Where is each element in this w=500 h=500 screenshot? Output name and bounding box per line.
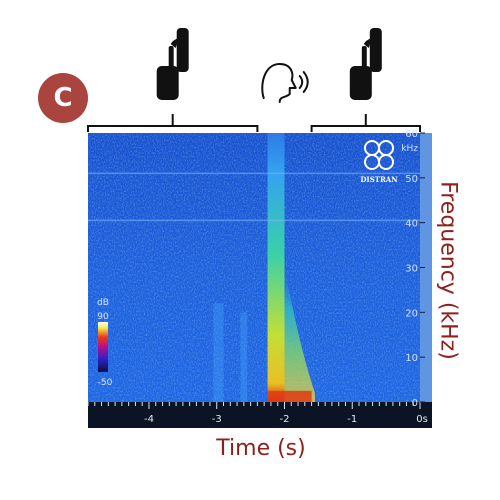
raised-finger	[168, 46, 174, 68]
y-tick-label: 60	[405, 129, 418, 140]
nose-shape	[363, 38, 372, 48]
x-tick-label: -1	[347, 414, 357, 425]
y-tick-label: 10	[405, 353, 418, 364]
y-tick-label: 0	[412, 398, 418, 409]
x-tick-label: -3	[212, 414, 222, 425]
face-silhouette	[369, 28, 382, 72]
weak-transient	[240, 312, 248, 402]
colorbar-unit-label: dB	[97, 298, 109, 308]
colorbar-max-label: 90	[97, 312, 109, 322]
logo-ring	[378, 154, 394, 170]
head-outline	[261, 63, 297, 103]
decaying-tail	[284, 267, 315, 402]
y-tick-label: 30	[405, 264, 418, 275]
face-silhouette	[176, 28, 189, 72]
distran-logo: DISTRAN	[360, 140, 398, 184]
nose-shape	[170, 38, 179, 48]
y-tick-label: 40	[405, 219, 418, 230]
y-tick-label: 20	[405, 308, 418, 319]
hand-shape	[156, 66, 179, 100]
x-axis-strip	[88, 402, 432, 428]
annotation-bracket	[87, 114, 259, 132]
speaking-head-icon	[261, 63, 309, 103]
y-axis-label: Frequency (kHz)	[435, 181, 461, 360]
sound-waves	[298, 71, 309, 93]
colorbar-min-label: -50	[98, 378, 113, 388]
finger-on-lips-icon	[156, 28, 189, 100]
raised-finger	[361, 46, 367, 68]
x-axis-label: Time (s)	[216, 436, 306, 461]
x-tick-label: -4	[144, 414, 154, 425]
annotation-bracket	[310, 114, 421, 132]
weak-transient	[213, 303, 224, 402]
spectrogram-noise-texture	[88, 133, 420, 402]
panel-label-badge: C	[38, 73, 88, 123]
low-frequency-energy	[267, 390, 312, 402]
finger-on-lips-icon	[349, 28, 382, 100]
x-tick-label: -2	[279, 414, 289, 425]
y-axis-strip	[420, 133, 432, 402]
logo-text: DISTRAN	[360, 175, 398, 184]
y-unit-label: kHz	[401, 144, 418, 154]
colorbar	[98, 322, 108, 372]
x-tick-label: 0s	[416, 414, 428, 425]
hand-shape	[349, 66, 372, 100]
y-tick-label: 50	[405, 174, 418, 185]
broadband-burst	[267, 133, 285, 402]
